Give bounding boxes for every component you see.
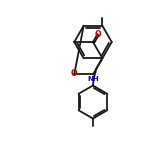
Text: O: O [71,69,78,78]
Text: O: O [94,30,101,39]
Text: NH: NH [88,76,99,82]
